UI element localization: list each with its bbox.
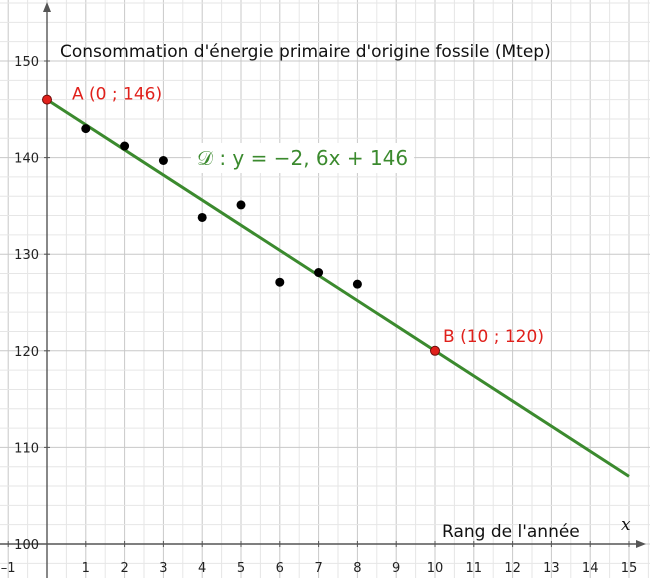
x-tick-label: –1	[1, 561, 16, 576]
x-tick-label: 5	[237, 561, 245, 576]
x-tick-label: 6	[276, 561, 284, 576]
marked-point-label: A (0 ; 146)	[72, 85, 162, 105]
y-tick-label: 140	[14, 152, 39, 167]
data-point	[158, 155, 168, 165]
x-tick-label: 15	[621, 561, 638, 576]
marked-points: A (0 ; 146) B (10 ; 120)	[42, 85, 544, 356]
marked-point-label: B (10 ; 120)	[443, 327, 544, 347]
regression-line-group	[46, 98, 630, 478]
x-tick-label: 14	[582, 561, 599, 576]
x-tick-label: 13	[543, 561, 560, 576]
data-point	[197, 212, 207, 222]
x-axis-label: Rang de l'année	[442, 522, 580, 542]
x-tick-label: 12	[504, 561, 521, 576]
x-tick-label: 1	[82, 561, 90, 576]
data-points	[81, 124, 362, 289]
data-point	[81, 124, 91, 134]
y-tick-label: 130	[14, 248, 39, 263]
data-point	[236, 200, 246, 210]
marked-point	[42, 94, 52, 105]
data-point	[120, 141, 130, 151]
x-tick-label: 9	[392, 561, 400, 576]
y-tick-label: 100	[14, 538, 39, 553]
x-tick-label: 2	[120, 561, 128, 576]
y-axis-arrow	[43, 2, 51, 12]
y-tick-label: 120	[14, 345, 39, 360]
y-axis-label: Consommation d'énergie primaire d'origin…	[60, 42, 551, 62]
data-point	[314, 268, 324, 278]
y-tick-label: 150	[14, 55, 39, 70]
data-point	[352, 279, 362, 289]
regression-line	[46, 98, 630, 478]
tick-labels: –1 1 2 3 4 5 6 7 8 9 10 11 12 13 14 1510011012013014015…	[1, 55, 637, 576]
x-tick-label: 10	[427, 561, 444, 576]
x-tick-label: 3	[159, 561, 167, 576]
y-tick-label: 110	[14, 441, 39, 456]
x-tick-label: 7	[314, 561, 322, 576]
x-tick-label: 4	[198, 561, 206, 576]
line-equation-label: 𝒟 : y = −2, 6x + 146	[197, 146, 408, 170]
x-tick-label: 11	[466, 561, 483, 576]
line-equation-background	[191, 143, 415, 173]
x-variable-label: x	[621, 515, 631, 535]
marked-point	[430, 345, 440, 356]
x-tick-label: 8	[353, 561, 361, 576]
data-point	[275, 277, 285, 287]
x-axis-arrow	[636, 540, 646, 548]
